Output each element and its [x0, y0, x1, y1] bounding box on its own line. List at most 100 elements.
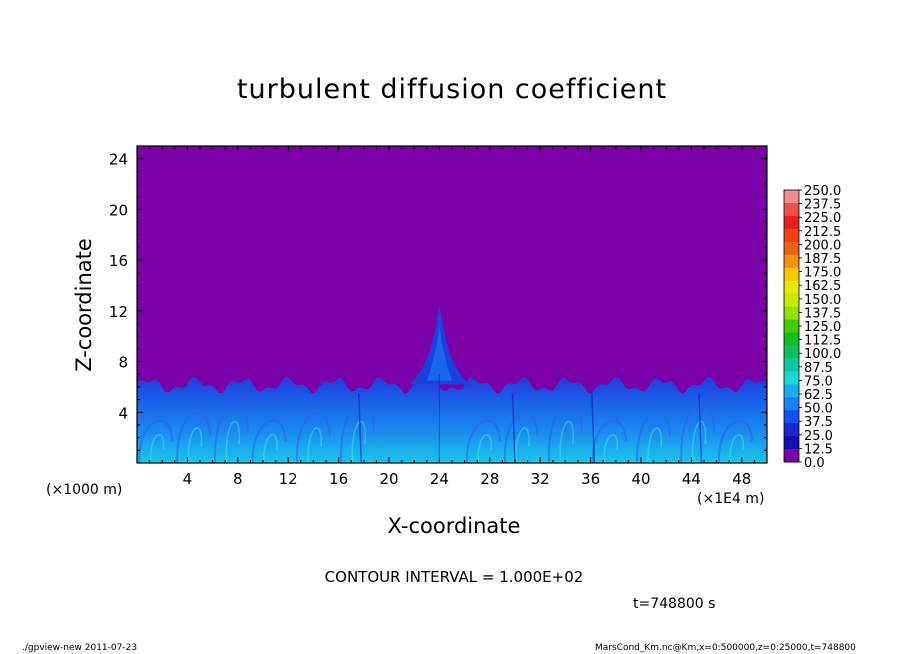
eddy-swirl: [340, 402, 375, 463]
eddy-swirl: [214, 402, 249, 463]
eddy-swirl: [718, 419, 753, 463]
colorbar-label: 162.5: [804, 279, 841, 294]
colorbar-swatch: [784, 254, 799, 269]
x-tick-label: 36: [581, 470, 600, 488]
colorbar-label: 25.0: [804, 429, 833, 444]
x-tick-label: 48: [732, 470, 751, 488]
colorbar: 250.0237.5225.0212.5200.0187.5175.0162.5…: [783, 184, 841, 471]
eddy-core: [187, 427, 203, 463]
colorbar-swatch: [784, 449, 799, 463]
colorbar-label: 187.5: [804, 252, 841, 267]
colorbar-swatch: [784, 319, 799, 333]
x-tick-label: 40: [631, 470, 650, 488]
eddy-fold: [511, 393, 516, 463]
heatmap-plot-area: [137, 146, 767, 463]
colorbar-label: 125.0: [804, 320, 841, 335]
eddy-swirl: [466, 419, 501, 463]
eddy-swirl: [503, 411, 539, 463]
colorbar-swatch: [784, 215, 799, 230]
eddy-swirl: [296, 411, 331, 463]
eddy-swirl: [548, 402, 583, 463]
colorbar-swatch: [784, 267, 799, 281]
colorbar-swatch: [784, 345, 799, 359]
y-tick-label: 20: [109, 201, 128, 219]
eddy-core: [559, 420, 574, 463]
y-axis-unit: (×1E4 m): [697, 491, 765, 507]
y-tick-label: 12: [109, 303, 128, 321]
y-tick-label: 24: [109, 151, 128, 169]
colorbar-swatch: [784, 332, 799, 346]
x-tick-label: 28: [480, 470, 499, 488]
colorbar-label: 75.0: [804, 374, 833, 389]
colorbar-label: 237.5: [804, 198, 841, 213]
eddy-core: [263, 434, 278, 463]
colorbar-label: 37.5: [804, 415, 833, 430]
colorbar-swatch: [784, 280, 799, 294]
eddy-core: [351, 420, 367, 463]
colorbar-swatch: [784, 384, 799, 398]
colorbar-swatch: [784, 190, 799, 204]
colorbar-label: 150.0: [804, 293, 841, 308]
eddy-core: [691, 420, 707, 463]
x-tick-label: 16: [329, 470, 348, 488]
x-tick-label: 12: [279, 470, 298, 488]
eddy-core: [729, 434, 745, 463]
colorbar-label: 175.0: [804, 266, 841, 281]
x-tick-label: 44: [682, 470, 701, 488]
footer-right: MarsCond_Km.nc@Km,x=0:500000,z=0:25000,t…: [595, 643, 856, 653]
eddy-core: [515, 427, 530, 463]
chart-title: turbulent diffusion coefficient: [236, 74, 668, 105]
colorbar-swatch: [784, 410, 799, 424]
y-tick-label: 4: [118, 404, 128, 422]
eddy-fold: [698, 393, 703, 463]
colorbar-label: 225.0: [804, 211, 841, 226]
eddy-swirl: [680, 402, 716, 463]
eddy-swirl: [176, 411, 212, 463]
eddy-core: [149, 434, 165, 463]
colorbar-label: 87.5: [804, 361, 833, 376]
y-axis-label: Z-coordinate: [72, 238, 96, 372]
eddy-core: [647, 427, 663, 463]
colorbar-swatch: [784, 436, 799, 450]
colorbar-swatch: [784, 306, 799, 320]
colorbar-swatch: [784, 358, 799, 372]
colorbar-swatch: [784, 202, 799, 217]
time-label: t=748800 s: [633, 596, 716, 612]
y-tick-label: 8: [118, 354, 128, 372]
x-tick-label: 20: [379, 470, 398, 488]
colorbar-swatch: [784, 241, 799, 256]
heatmap-field: [137, 304, 767, 463]
x-axis-label: X-coordinate: [387, 514, 521, 538]
colorbar-label: 50.0: [804, 402, 833, 417]
x-tick-label: 8: [233, 470, 243, 488]
colorbar-label: 100.0: [804, 347, 841, 362]
colorbar-label: 0.0: [804, 456, 825, 471]
colorbar-swatch: [784, 371, 799, 385]
y-tick-label: 16: [109, 252, 128, 270]
eddy-core: [307, 427, 322, 463]
colorbar-label: 62.5: [804, 388, 833, 403]
plume-core: [426, 323, 452, 381]
turbulent-layer: [137, 376, 767, 463]
colorbar-swatch: [784, 228, 799, 243]
colorbar-label: 212.5: [804, 225, 841, 240]
colorbar-label: 12.5: [804, 442, 833, 457]
eddy-fold: [591, 393, 596, 463]
colorbar-label: 250.0: [804, 184, 841, 199]
eddy-swirl: [636, 411, 671, 463]
eddy-swirl: [251, 419, 287, 463]
footer-left: ./gpview-new 2011-07-23: [22, 643, 138, 653]
colorbar-label: 200.0: [804, 238, 841, 253]
x-tick-label: 24: [430, 470, 449, 488]
colorbar-label: 137.5: [804, 306, 841, 321]
colorbar-swatch: [784, 397, 799, 411]
eddy-core: [477, 434, 493, 463]
colorbar-swatch: [784, 293, 799, 307]
colorbar-label: 112.5: [804, 334, 841, 349]
x-axis-unit: (×1000 m): [46, 482, 123, 498]
x-tick-label: 32: [531, 470, 550, 488]
eddy-core: [225, 420, 241, 463]
eddy-core: [603, 434, 619, 463]
